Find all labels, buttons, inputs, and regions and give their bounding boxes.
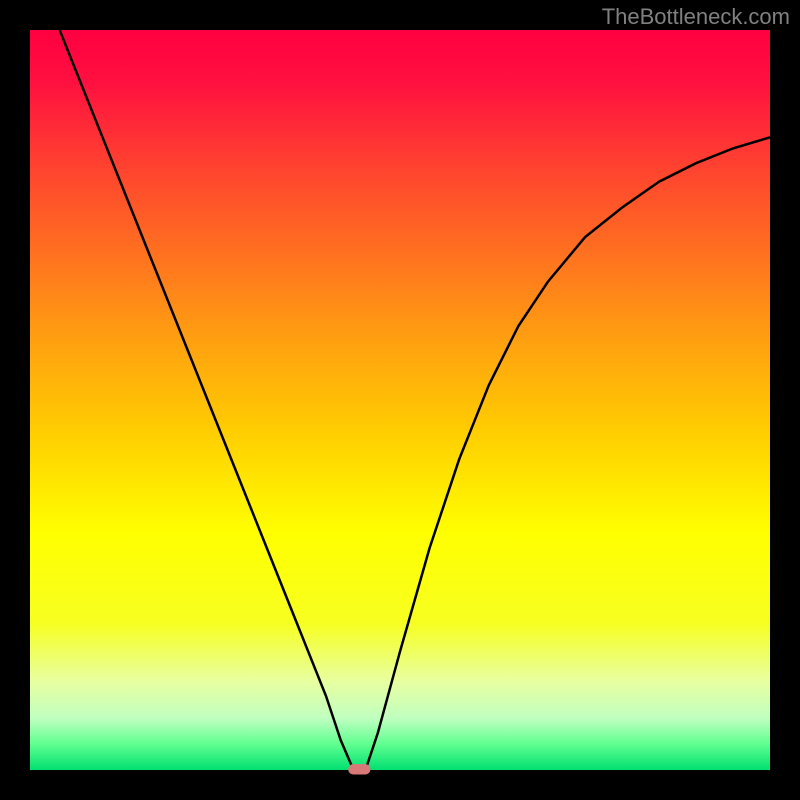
optimal-point-marker <box>348 764 370 774</box>
chart-container: TheBottleneck.com <box>0 0 800 800</box>
gradient-plot-background <box>30 30 770 770</box>
bottleneck-chart <box>0 0 800 800</box>
watermark-text: TheBottleneck.com <box>602 4 790 30</box>
